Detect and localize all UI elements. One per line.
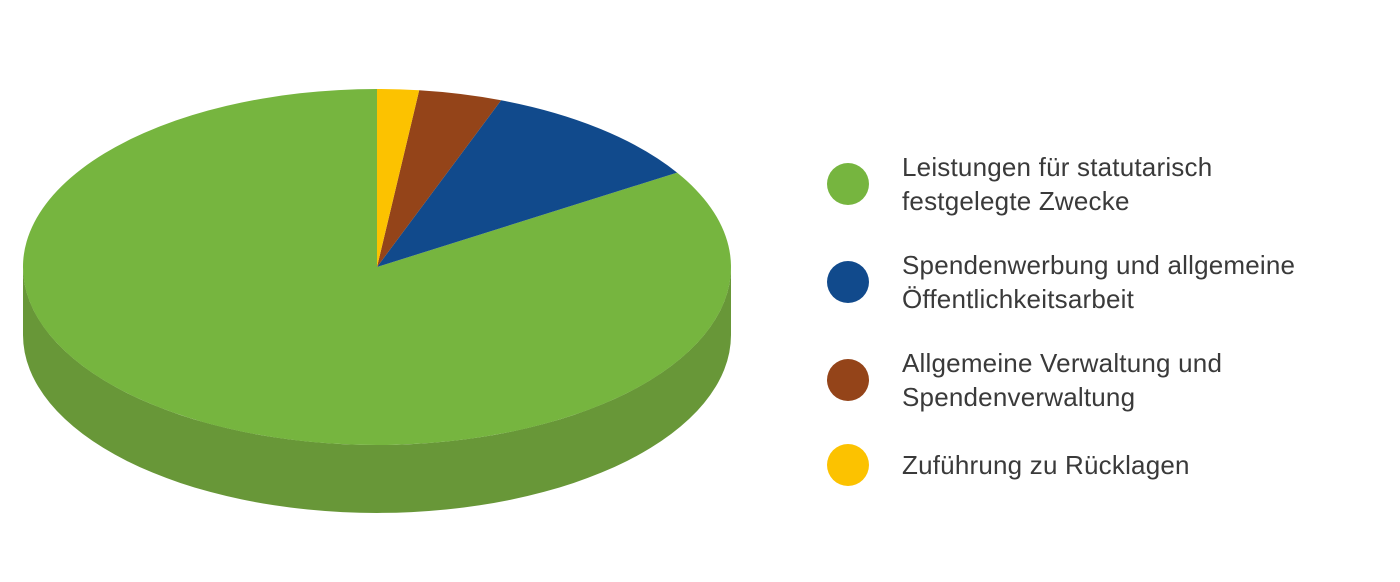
- legend-label-spendenwerbung: Spendenwerbung und allgemeine Öffentlich…: [902, 250, 1296, 314]
- pie-side: [23, 267, 731, 513]
- legend-swatch-green-icon: [827, 163, 869, 205]
- legend-item-verwaltung: Allgemeine Verwaltung und Spendenverwalt…: [827, 346, 1367, 414]
- chart-legend: Leistungen für statutarisch festgelegte …: [827, 150, 1367, 486]
- pie-chart-svg: [22, 89, 731, 513]
- legend-item-ruecklagen: Zuführung zu Rücklagen: [827, 444, 1367, 486]
- legend-swatch-yellow-icon: [827, 444, 869, 486]
- pie-slice-3: [377, 89, 420, 267]
- legend-item-leistungen: Leistungen für statutarisch festgelegte …: [827, 150, 1367, 218]
- pie-slice-1: [377, 100, 678, 267]
- legend-item-spendenwerbung: Spendenwerbung und allgemeine Öffentlich…: [827, 248, 1367, 316]
- legend-label-leistungen: Leistungen für statutarisch festgelegte …: [902, 152, 1213, 216]
- legend-label-verwaltung: Allgemeine Verwaltung und Spendenverwalt…: [902, 348, 1223, 412]
- pie-chart: [22, 89, 731, 513]
- legend-swatch-brown-icon: [827, 359, 869, 401]
- pie-slice-0: [22, 89, 731, 446]
- legend-swatch-blue-icon: [827, 261, 869, 303]
- legend-label-ruecklagen: Zuführung zu Rücklagen: [902, 450, 1190, 480]
- pie-slice-2: [377, 90, 502, 267]
